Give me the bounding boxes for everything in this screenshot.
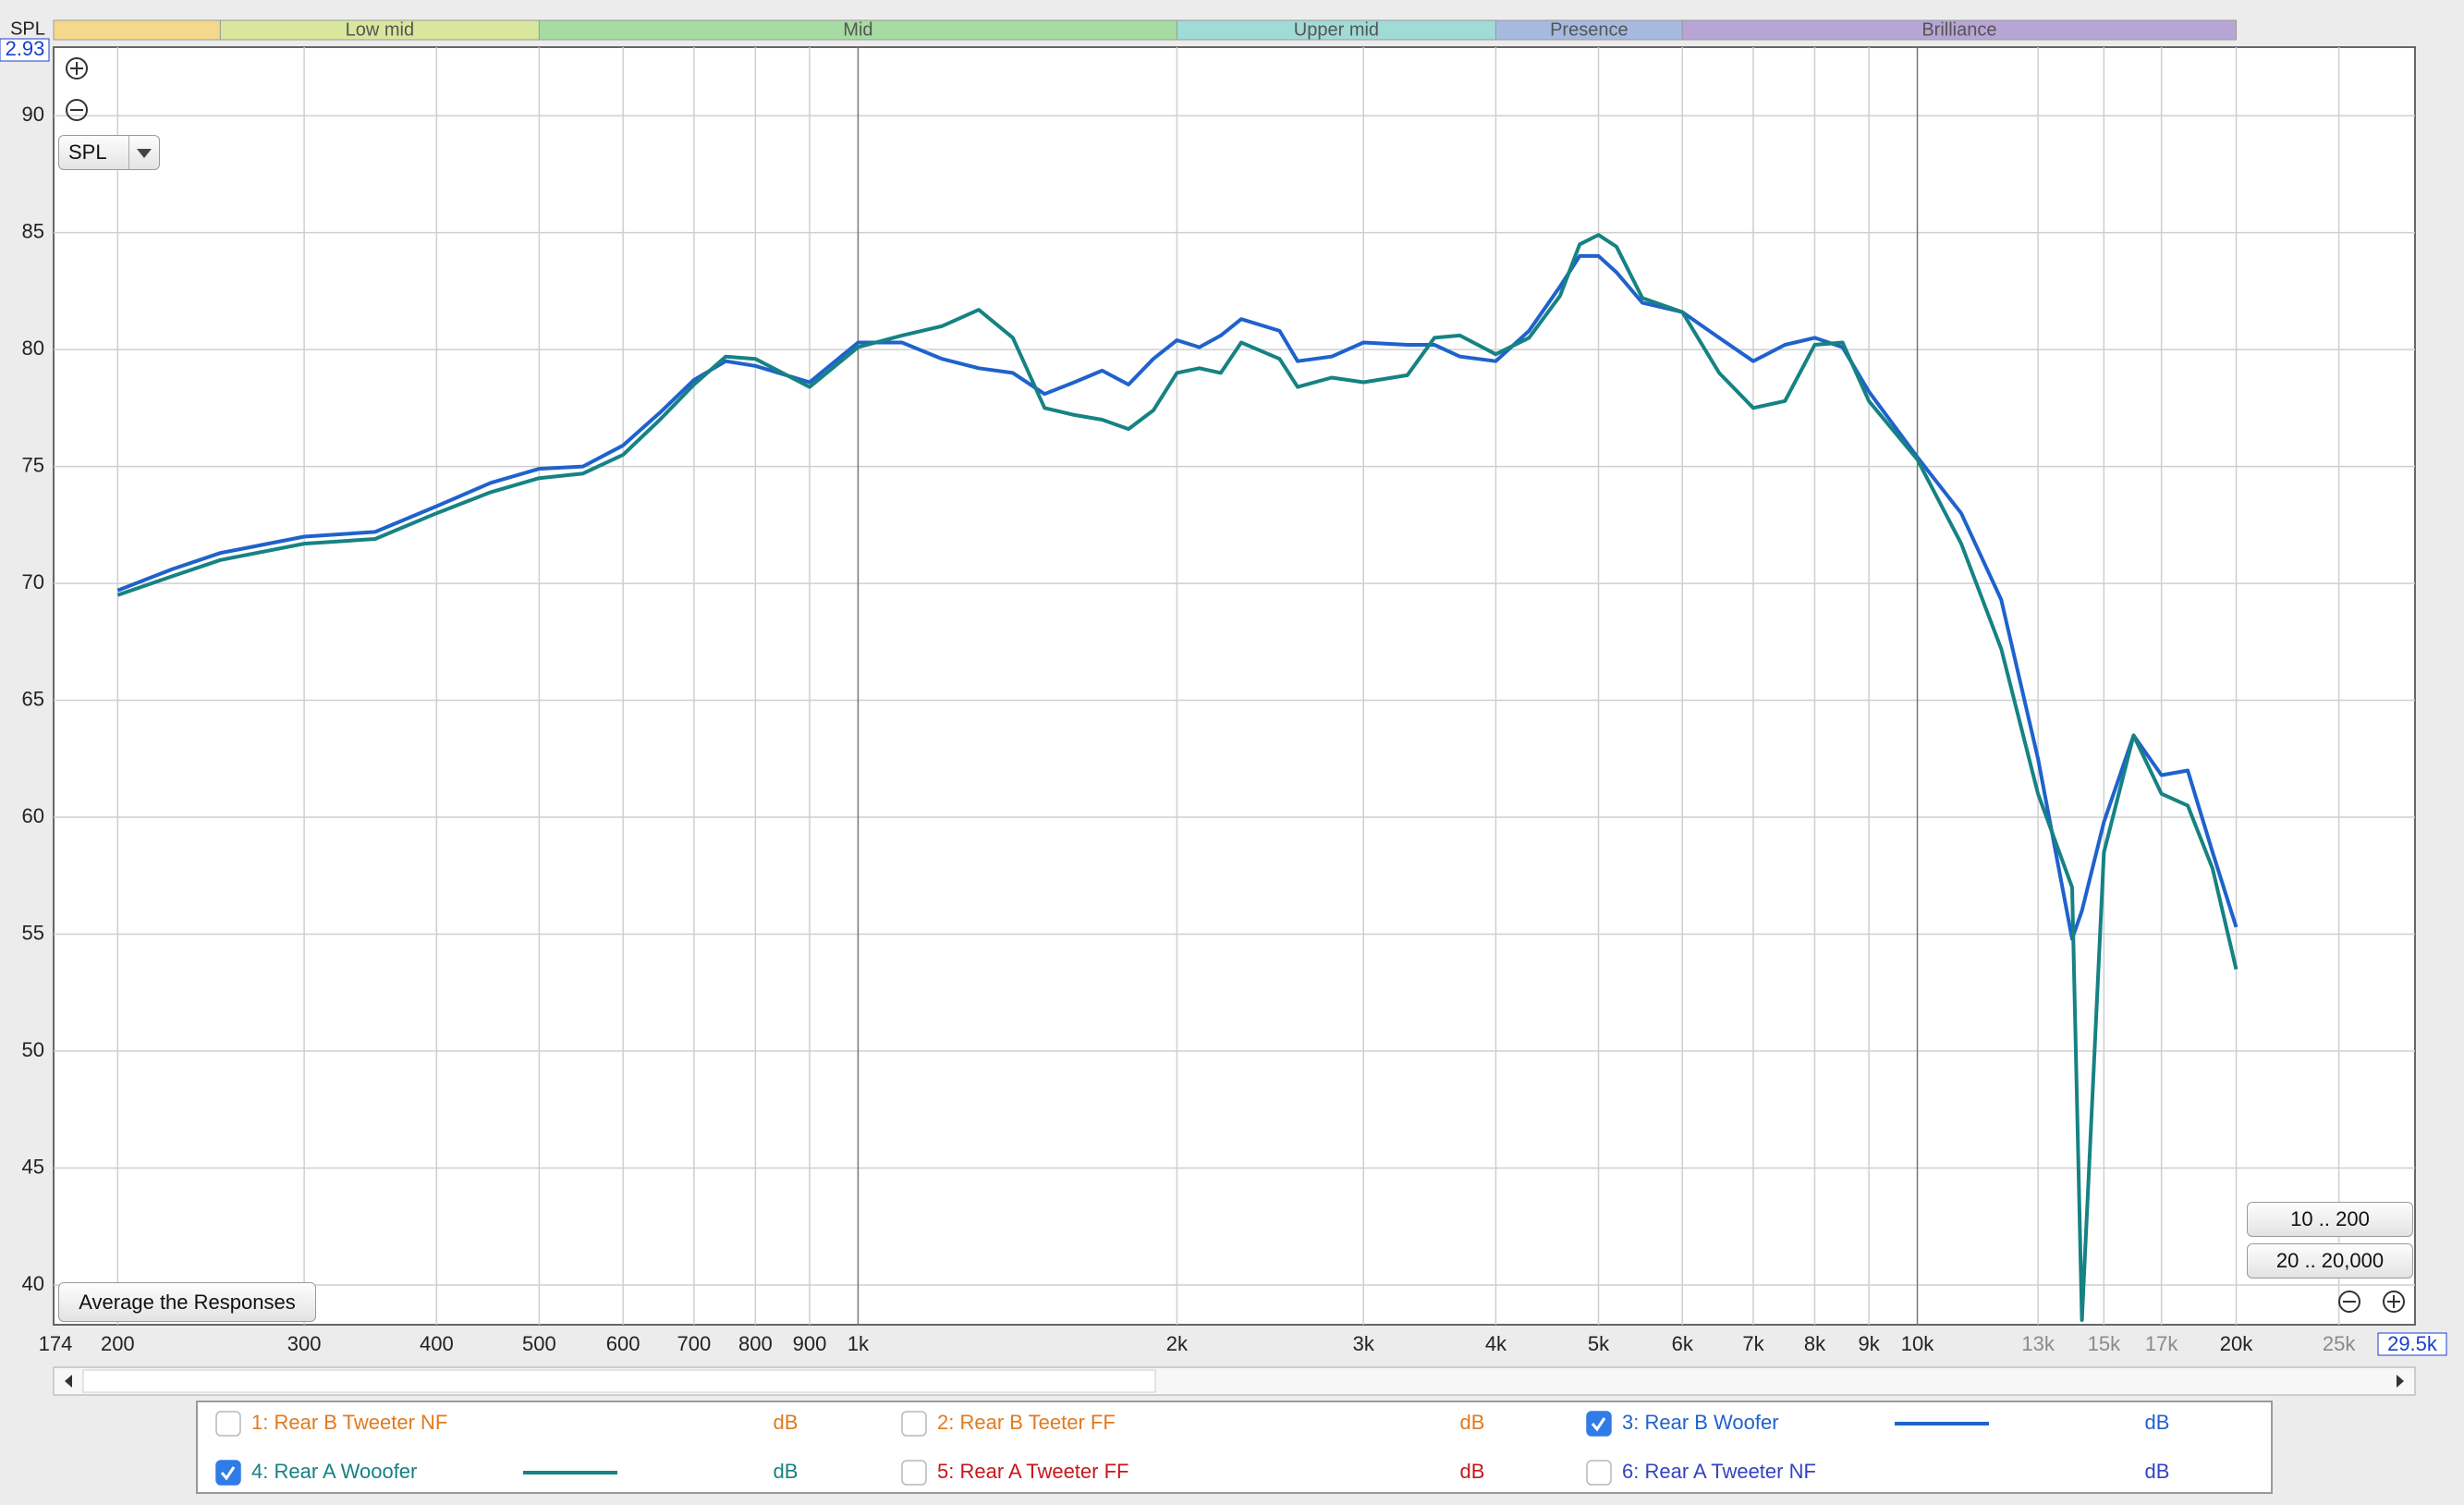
x-tick-label: 5k (1588, 1332, 1610, 1355)
grid (54, 47, 2415, 1325)
band-label: Mid (843, 19, 872, 40)
band-label: Presence (1550, 19, 1628, 40)
checkmark (1591, 1417, 1606, 1432)
scroll-thumb[interactable] (82, 1369, 1156, 1393)
y-tick-label: 50 (22, 1038, 44, 1061)
average-button[interactable]: Average the Responses (58, 1282, 316, 1322)
legend-panel (196, 1401, 2273, 1494)
x-tick-label: 900 (793, 1332, 827, 1355)
legend-label: 6: Rear A Tweeter NF (1622, 1460, 1816, 1483)
checkmark (220, 1466, 236, 1481)
checkbox[interactable] (215, 1411, 241, 1437)
y-tick-label: 75 (22, 453, 44, 476)
x-tick-label: 13k (2021, 1332, 2055, 1355)
legend-label: 2: Rear B Teeter FF (937, 1411, 1116, 1434)
band-label: Low mid (346, 19, 414, 40)
y-tick-label: 85 (22, 219, 44, 242)
x-tick-label: 9k (1858, 1332, 1880, 1355)
legend-label: 4: Rear A Wooofer (251, 1460, 417, 1483)
zoom-in-x[interactable] (2383, 1291, 2405, 1313)
y-tick-label: 80 (22, 336, 44, 360)
y-tick-label: 90 (22, 103, 44, 126)
checkbox[interactable] (1586, 1460, 1612, 1486)
legend-label: 3: Rear B Woofer (1622, 1411, 1779, 1434)
x-tick-label: 700 (677, 1332, 712, 1355)
y-tick-label: 65 (22, 687, 44, 710)
y-tick-label: 60 (22, 804, 44, 827)
dropdown-arrow (128, 136, 159, 169)
zoom-controls (66, 57, 2405, 1313)
zoom-out-x[interactable] (2338, 1291, 2360, 1313)
checkbox[interactable] (901, 1460, 927, 1486)
legend-entry: 3: Rear B Woofer dB (1586, 1411, 2170, 1437)
legend-unit: dB (1460, 1411, 1485, 1434)
x-tick-label: 2k (1166, 1332, 1189, 1355)
response-line (116, 253, 2238, 941)
x-tick-label: 25k (2323, 1332, 2356, 1355)
legend-unit: dB (1460, 1460, 1485, 1483)
x-tick-label: 17k (2145, 1332, 2178, 1355)
x-tick-label: 7k (1742, 1332, 1764, 1355)
x-tick-label: 800 (738, 1332, 773, 1355)
x-tick-label: 15k (2088, 1332, 2121, 1355)
legend-entry: 4: Rear A Wooofer dB (215, 1460, 799, 1486)
zoom-in[interactable] (66, 57, 88, 80)
zoom-out[interactable] (66, 99, 88, 121)
y-tick-label: 55 (22, 921, 44, 944)
y-axis-label: SPL (10, 18, 45, 39)
x-tick-label: 4k (1485, 1332, 1507, 1355)
x-tick-label: 300 (287, 1332, 322, 1355)
range-button[interactable]: 20 .. 20,000 (2247, 1243, 2413, 1279)
y-tick-label: 70 (22, 570, 44, 593)
plot-area (53, 46, 2416, 1326)
y-tick-label: 45 (22, 1155, 44, 1178)
legend-unit: dB (2145, 1411, 2170, 1434)
x-tick-label: 500 (522, 1332, 556, 1355)
legend-entry: 1: Rear B Tweeter NF dB (215, 1411, 799, 1437)
band-label: Upper mid (1294, 19, 1379, 40)
x-tick-label: 10k (1901, 1332, 1934, 1355)
checkbox[interactable] (215, 1460, 241, 1486)
scroll-left[interactable] (65, 1375, 72, 1388)
scroll-right[interactable] (2397, 1375, 2404, 1388)
x-limit-label: 29.5k (2387, 1332, 2438, 1355)
x-limit-box (2377, 1332, 2447, 1356)
checkbox[interactable] (901, 1411, 927, 1437)
legend-entry: 2: Rear B Teeter FF dB (901, 1411, 1485, 1437)
response-line (116, 233, 2238, 1322)
spl-dropdown[interactable]: SPL (58, 135, 160, 170)
x-tick-label: 200 (101, 1332, 135, 1355)
arrow-icon (137, 149, 152, 158)
legend-label: 5: Rear A Tweeter FF (937, 1460, 1128, 1483)
legend-unit: dB (774, 1411, 799, 1434)
y-limit-label: 2.93 (6, 37, 45, 60)
scrollbar (53, 1366, 2416, 1396)
y-limit-box (0, 38, 50, 62)
legend-entry: 5: Rear A Tweeter FF dB (901, 1460, 1485, 1486)
legend-entry: 6: Rear A Tweeter NF dB (1586, 1460, 2170, 1486)
x-tick-label: 20k (2220, 1332, 2253, 1355)
x-tick-label: 3k (1353, 1332, 1375, 1355)
legend-unit: dB (774, 1460, 799, 1483)
legend-label: 1: Rear B Tweeter NF (251, 1411, 447, 1434)
dropdown-label: SPL (68, 141, 107, 164)
x-tick-label: 400 (420, 1332, 454, 1355)
band (1681, 19, 2238, 41)
y-tick-label: 40 (22, 1272, 44, 1295)
checkbox[interactable] (1586, 1411, 1612, 1437)
x-tick-label: 6k (1672, 1332, 1694, 1355)
range-button[interactable]: 10 .. 200 (2247, 1202, 2413, 1237)
band (53, 19, 221, 41)
band-label: Brilliance (1921, 19, 1996, 40)
x-tick-label: 8k (1804, 1332, 1826, 1355)
legend-unit: dB (2145, 1460, 2170, 1483)
x-tick-label: 1k (848, 1332, 870, 1355)
x-tick-label: 174 (39, 1332, 73, 1355)
x-tick-label: 600 (606, 1332, 640, 1355)
